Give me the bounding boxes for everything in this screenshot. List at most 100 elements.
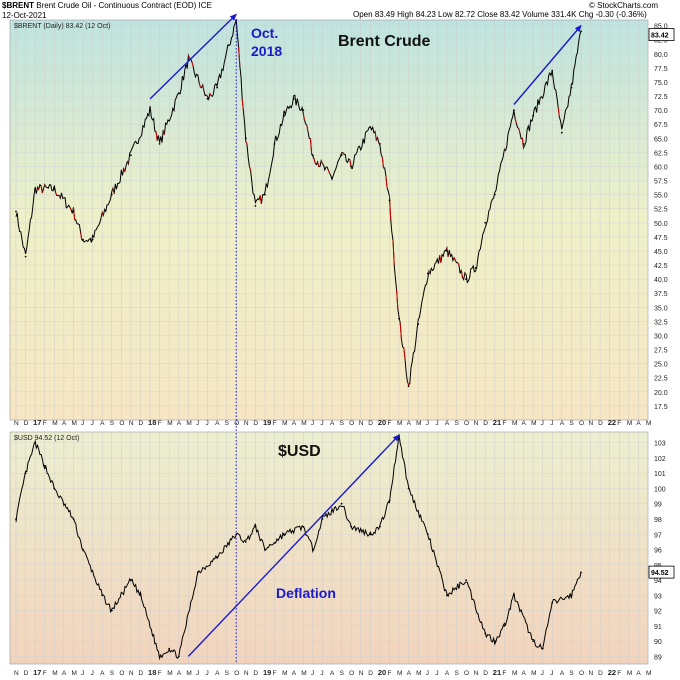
data-point	[244, 137, 247, 140]
x-tick-label: D	[24, 420, 29, 427]
data-point	[216, 86, 219, 89]
down-tick	[40, 185, 43, 194]
x-tick-label: 17	[33, 418, 41, 427]
x-tick-label: F	[158, 670, 162, 677]
legend-label: $BRENT (Daily) 83.42 (12 Oct)	[14, 23, 110, 30]
data-point	[446, 250, 448, 252]
x-tick-label: N	[474, 420, 479, 427]
x-tick-label: J	[550, 670, 553, 677]
x-tick-label: O	[119, 420, 124, 427]
y-tick-label: 40.0	[654, 277, 668, 284]
y-tick-label: 103	[654, 441, 666, 448]
y-tick-label: 89	[654, 654, 662, 661]
down-tick	[101, 212, 104, 216]
data-point	[82, 238, 84, 241]
data-point	[311, 154, 314, 157]
y-tick-label: 94	[654, 578, 662, 585]
x-tick-label: S	[225, 420, 230, 427]
data-point	[302, 109, 305, 111]
annotation-year: 2018	[251, 43, 282, 59]
y-tick-label: 100	[654, 486, 666, 493]
data-point	[388, 199, 391, 202]
y-tick-label: 98	[654, 517, 662, 524]
data-point	[417, 323, 420, 326]
x-tick-label: M	[512, 420, 517, 427]
y-tick-label: 72.5	[654, 94, 668, 101]
panel-1-background	[9, 19, 649, 421]
x-tick-label: D	[483, 670, 488, 677]
data-point	[369, 126, 372, 128]
x-tick-label: O	[119, 670, 124, 677]
x-tick-label: F	[273, 420, 277, 427]
y-tick-label: 80.0	[654, 52, 668, 59]
x-tick-label: J	[311, 670, 314, 677]
y-tick-label: 27.5	[654, 348, 668, 355]
data-point	[311, 548, 314, 551]
x-tick-label: M	[397, 670, 402, 677]
data-point	[321, 518, 324, 520]
high-value: 84.23	[415, 10, 436, 19]
x-tick-label: J	[320, 420, 323, 427]
down-tick	[198, 82, 201, 88]
down-tick	[396, 290, 399, 309]
symbol: $BRENT	[2, 1, 35, 10]
down-tick	[309, 138, 313, 155]
y-tick-label: 65.0	[654, 136, 668, 143]
data-point	[149, 109, 152, 111]
down-tick	[503, 148, 506, 151]
price-line	[15, 19, 582, 386]
x-tick-label: 21	[493, 668, 501, 677]
down-tick	[453, 257, 456, 261]
data-point	[331, 176, 333, 179]
y-tick-label: 92	[654, 609, 662, 616]
x-tick-label: M	[71, 670, 76, 677]
data-point	[15, 210, 17, 213]
y-tick-label: 90	[654, 639, 662, 646]
data-point	[474, 267, 477, 269]
x-tick-label: M	[397, 420, 402, 427]
x-tick-label: A	[62, 420, 67, 427]
data-point	[264, 548, 266, 551]
x-tick-label: N	[129, 420, 134, 427]
data-point	[53, 188, 56, 190]
x-tick-label: J	[206, 670, 209, 677]
x-tick-label: A	[407, 420, 412, 427]
down-tick	[446, 247, 449, 257]
data-point	[15, 518, 17, 520]
x-tick-label: M	[186, 670, 191, 677]
down-tick	[241, 98, 244, 111]
down-tick	[205, 94, 208, 97]
x-tick-label: J	[196, 670, 199, 677]
data-point	[292, 98, 295, 100]
down-tick	[44, 184, 47, 188]
x-tick-label: S	[569, 420, 574, 427]
x-tick-label: J	[311, 420, 314, 427]
x-tick-label: M	[416, 420, 421, 427]
x-tick-label: J	[435, 670, 438, 677]
y-tick-label: 47.5	[654, 235, 668, 242]
x-tick-label: M	[52, 420, 57, 427]
data-point	[426, 272, 429, 275]
y-tick-label: 52.5	[654, 207, 668, 214]
x-tick-label: F	[617, 420, 621, 427]
y-tick-label: 32.5	[654, 319, 668, 326]
x-tick-label: M	[301, 420, 306, 427]
x-tick-label: M	[167, 670, 172, 677]
x-tick-label: S	[340, 670, 345, 677]
data-point	[53, 487, 56, 490]
down-tick	[320, 160, 323, 164]
x-tick-label: M	[416, 670, 421, 677]
y-tick-label: 25.0	[654, 362, 668, 369]
data-point	[407, 385, 410, 388]
data-point	[34, 188, 37, 190]
down-tick	[306, 125, 309, 133]
data-point	[379, 143, 381, 145]
x-tick-label: J	[541, 420, 544, 427]
x-tick-label: N	[589, 420, 594, 427]
x-tick-label: A	[522, 670, 527, 677]
data-point	[484, 221, 487, 224]
x-tick-label: S	[454, 420, 459, 427]
x-tick-label: F	[158, 420, 162, 427]
down-tick	[557, 107, 560, 118]
